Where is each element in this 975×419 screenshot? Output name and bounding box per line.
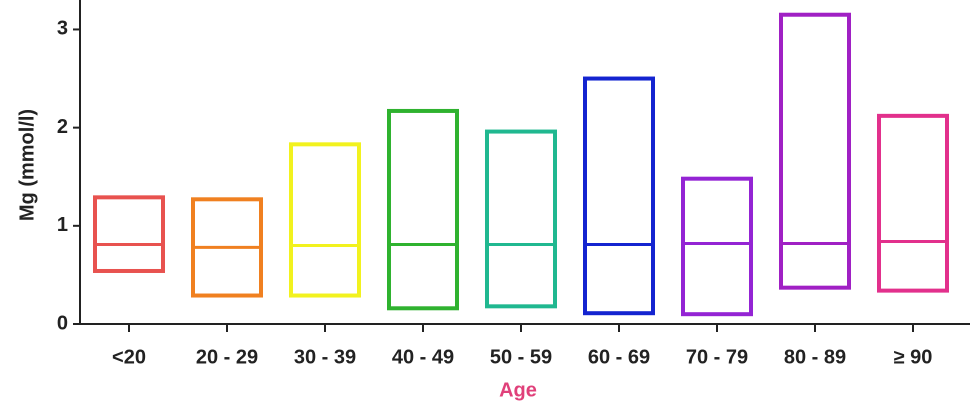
range-box: [583, 76, 655, 316]
x-axis-label: Age: [499, 379, 537, 401]
y-tick-label: 1: [57, 214, 68, 236]
x-tick-label: 20 - 29: [196, 346, 258, 368]
range-box: [877, 113, 949, 293]
x-tick-label: 80 - 89: [784, 346, 846, 368]
y-tick-label: 2: [57, 116, 68, 138]
y-tick-label: 0: [57, 312, 68, 334]
x-tick-label: ≥ 90: [894, 346, 933, 368]
range-box: [387, 108, 459, 311]
x-tick-label: 60 - 69: [588, 346, 650, 368]
y-axis-label: Mg (mmol/l): [16, 109, 38, 221]
y-tick-label: 3: [57, 18, 68, 40]
x-tick-label: 50 - 59: [490, 346, 552, 368]
x-tick-label: <20: [112, 346, 146, 368]
range-box: [93, 195, 165, 273]
range-box: [779, 12, 851, 290]
x-tick-label: 70 - 79: [686, 346, 748, 368]
range-box: [681, 176, 753, 317]
range-box: [289, 142, 361, 298]
range-box: [485, 129, 557, 309]
x-tick-label: 40 - 49: [392, 346, 454, 368]
x-tick-label: 30 - 39: [294, 346, 356, 368]
